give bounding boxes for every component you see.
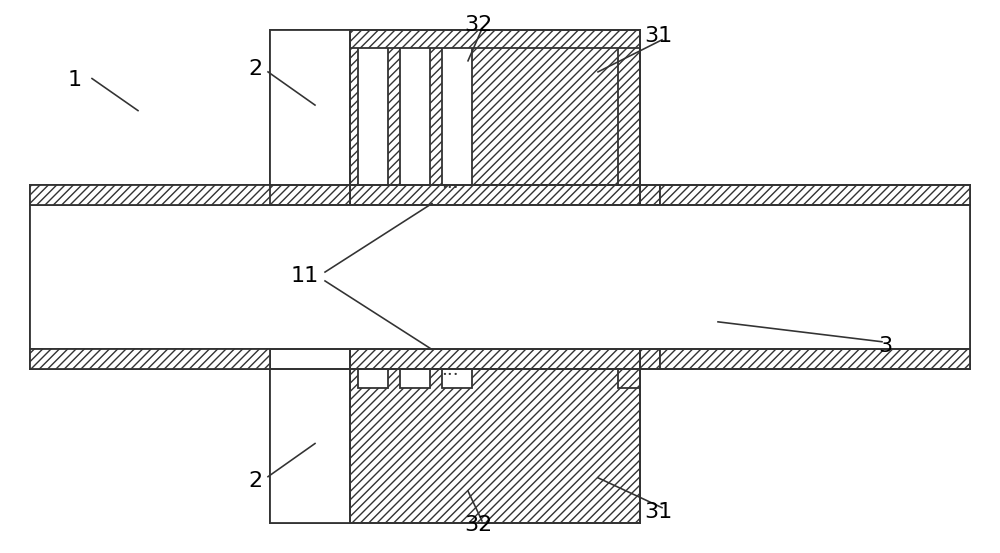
Text: 32: 32 (464, 515, 492, 535)
Bar (618, 185, 640, 388)
Bar (275, 35, 345, 363)
Bar (30, 185, 350, 205)
Text: 31: 31 (644, 502, 672, 521)
Bar (30, 205, 970, 348)
Circle shape (280, 324, 340, 384)
Bar (270, 185, 350, 523)
Bar (30, 348, 270, 368)
Bar (270, 30, 350, 368)
Bar (618, 30, 640, 233)
Bar (30, 185, 970, 205)
Bar (270, 30, 350, 368)
Bar (350, 185, 618, 202)
Bar (30, 348, 970, 368)
Bar (640, 185, 660, 205)
Bar (442, 30, 472, 215)
Bar (350, 215, 618, 233)
Bar (30, 348, 270, 368)
Text: ...: ... (441, 174, 459, 192)
Bar (442, 202, 472, 388)
Bar (358, 202, 388, 388)
Text: 11: 11 (291, 267, 319, 286)
Bar (660, 185, 970, 205)
Text: 3: 3 (878, 336, 892, 356)
Bar (400, 202, 430, 388)
Bar (30, 205, 970, 348)
Text: 1: 1 (68, 70, 82, 90)
Text: 2: 2 (248, 471, 262, 491)
Bar (275, 190, 345, 518)
Bar (350, 30, 640, 48)
Bar (270, 185, 350, 523)
Text: 31: 31 (644, 26, 672, 46)
Text: ...: ... (441, 361, 459, 379)
Bar (30, 185, 270, 205)
Bar (400, 30, 430, 215)
Text: 2: 2 (248, 59, 262, 79)
Circle shape (282, 171, 338, 227)
Bar (640, 348, 660, 368)
Bar (660, 348, 970, 368)
Bar (350, 185, 640, 523)
Bar (350, 30, 640, 368)
Bar (358, 30, 388, 215)
Text: 32: 32 (464, 15, 492, 35)
